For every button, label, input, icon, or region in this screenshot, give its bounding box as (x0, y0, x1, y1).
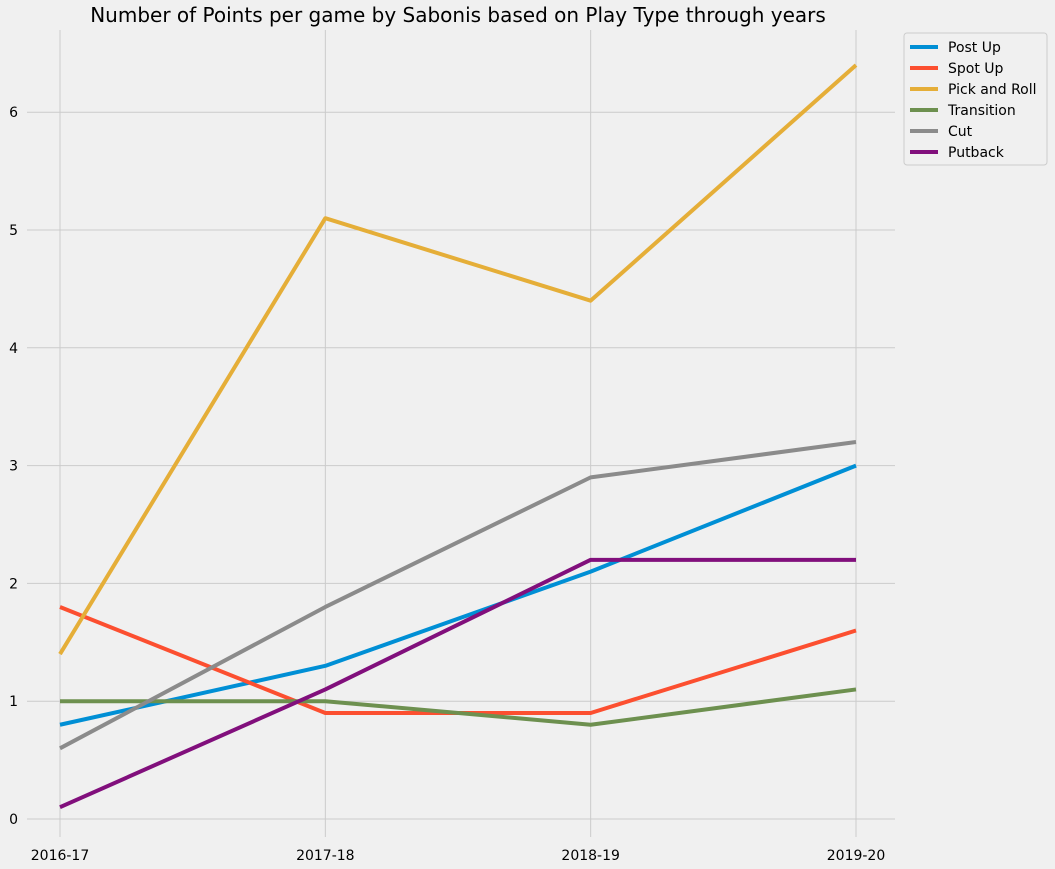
y-tick-label: 2 (9, 576, 18, 592)
y-tick-label: 3 (9, 459, 18, 475)
series-lines (58, 63, 858, 810)
legend: Post Up Spot Up Pick and Roll Transition Cut… (903, 32, 1048, 166)
legend-label-putback: Putback (948, 145, 1005, 161)
x-tick-label: 2017-18 (296, 848, 355, 864)
series-line-pick-and-roll (58, 63, 858, 656)
chart-title: Number of Points per game by Sabonis bas… (90, 3, 826, 27)
series-line-post-up (59, 463, 857, 727)
y-tick-label: 1 (9, 694, 18, 710)
y-tick-label: 5 (9, 223, 18, 239)
y-axis-ticks: 0 1 2 3 4 5 6 (9, 105, 18, 828)
x-axis-ticks: 2016-17 2017-18 2018-19 2019-20 (31, 848, 886, 864)
legend-label-spot-up: Spot Up (948, 61, 1004, 77)
legend-label-transition: Transition (947, 103, 1016, 119)
x-tick-label: 2019-20 (827, 848, 886, 864)
x-tick-label: 2018-19 (561, 848, 620, 864)
x-tick-label: 2016-17 (31, 848, 90, 864)
y-tick-label: 4 (9, 341, 18, 357)
grid (27, 30, 895, 837)
series-line-transition (60, 687, 857, 727)
legend-label-cut: Cut (948, 124, 973, 140)
legend-box (903, 32, 1048, 166)
y-tick-label: 0 (9, 812, 18, 828)
legend-label-post-up: Post Up (948, 40, 1001, 56)
y-tick-label: 6 (9, 105, 18, 121)
legend-label-pick-and-roll: Pick and Roll (948, 82, 1037, 98)
series-line-cut (59, 440, 857, 751)
series-line-putback (59, 557, 856, 810)
